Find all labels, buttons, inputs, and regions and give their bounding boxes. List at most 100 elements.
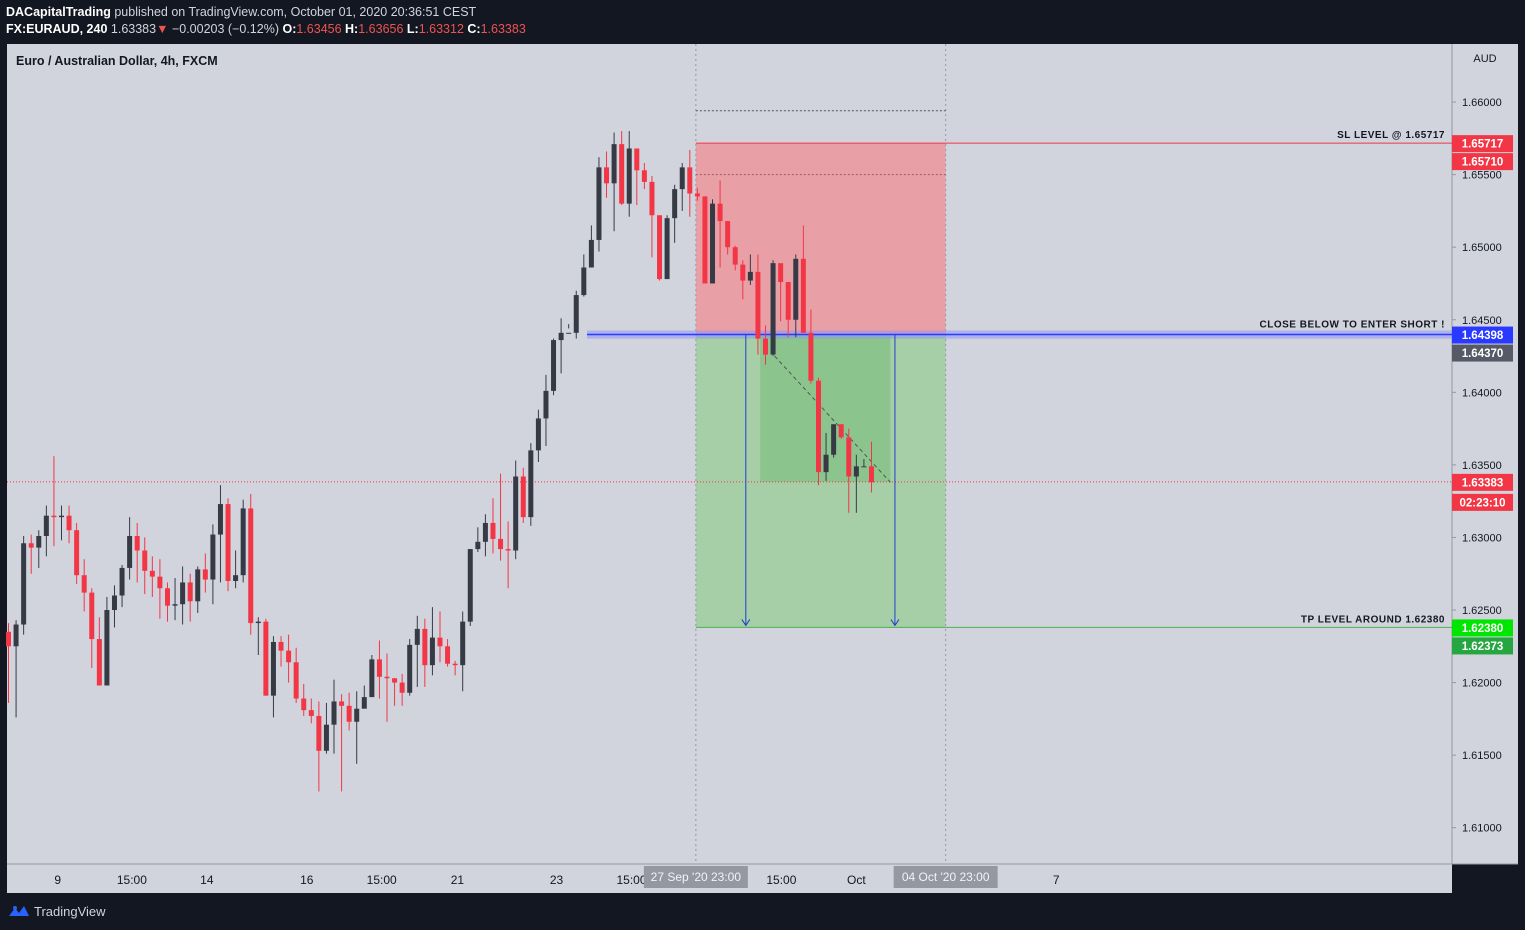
tradingview-logo-icon[interactable] [8, 904, 30, 918]
y-tick-label: 1.65000 [1462, 242, 1502, 254]
candle [513, 476, 519, 551]
candle [225, 504, 231, 581]
candle [868, 466, 874, 483]
x-tick-label: 15:00 [766, 873, 796, 887]
candle [127, 536, 133, 568]
candle [535, 418, 541, 451]
candle [823, 454, 829, 473]
tp-price-tag-bg [1452, 619, 1513, 637]
candle [445, 646, 451, 664]
candle [81, 575, 87, 593]
candle [732, 247, 738, 265]
candle [354, 708, 360, 722]
candle [157, 576, 163, 589]
candle [28, 543, 34, 548]
candle [361, 697, 367, 709]
entry-price-tag: 1.64398 [1462, 330, 1504, 342]
high-label: H: [345, 22, 359, 36]
candle [861, 466, 867, 468]
candle [414, 628, 420, 645]
candle [43, 515, 49, 536]
candle [210, 534, 216, 580]
x-tick-label: 15:00 [367, 873, 397, 887]
y-tick-label: 1.64000 [1462, 387, 1502, 399]
sl-price-tag-bg [1452, 135, 1513, 153]
entry-price-tag-2: 1.64370 [1462, 348, 1504, 360]
target-arrow-head [741, 619, 751, 627]
publisher-name[interactable]: DACapitalTrading [6, 5, 111, 19]
candle [74, 530, 80, 576]
candle [323, 724, 329, 751]
candle [846, 437, 852, 477]
candle [664, 218, 670, 280]
candle [573, 295, 579, 333]
entry-price-tag-2-bg [1452, 344, 1513, 362]
sl-price-tag: 1.65717 [1462, 139, 1504, 151]
candle [180, 582, 186, 605]
x-tick-label: 9 [54, 873, 61, 887]
x-tick-label: 23 [550, 873, 564, 887]
candle [187, 582, 193, 602]
stop-loss-zone [695, 143, 946, 335]
candle [119, 567, 125, 596]
candle [831, 424, 837, 455]
candle [270, 641, 276, 696]
candle [626, 148, 632, 204]
candle [581, 267, 587, 296]
y-tick-label: 1.66000 [1462, 97, 1502, 109]
x-tick-label: 21 [451, 873, 465, 887]
close-value: 1.63383 [480, 22, 526, 36]
candle [520, 476, 526, 518]
candle [475, 541, 481, 550]
y-tick-label: 1.62000 [1462, 678, 1502, 690]
candle [142, 550, 148, 571]
footer-brand[interactable]: TradingView [34, 904, 106, 919]
countdown-tag: 02:23:10 [1459, 497, 1505, 509]
candle [51, 515, 57, 518]
candle [505, 549, 511, 551]
candle [134, 536, 140, 551]
tp-price-tag-2: 1.62373 [1462, 641, 1504, 653]
candle [740, 264, 746, 281]
candle [785, 282, 791, 320]
candle [634, 148, 640, 171]
candle [384, 676, 390, 679]
x-tick-label: Oct [847, 873, 866, 887]
candle [422, 628, 428, 666]
price-axis [1452, 44, 1518, 864]
sl-label: SL LEVEL @ 1.65717 [1337, 130, 1445, 141]
x-tick-label: 15:00 [117, 873, 147, 887]
candle [793, 258, 799, 320]
candle [66, 515, 72, 531]
candle [657, 215, 663, 280]
candle [164, 588, 170, 606]
candle [558, 332, 564, 341]
candle [460, 621, 466, 666]
candle [755, 271, 761, 339]
candle [331, 701, 337, 725]
candle [286, 650, 292, 663]
candle [528, 450, 534, 518]
candle [376, 659, 382, 677]
candle [407, 644, 413, 693]
candle [694, 193, 700, 197]
candle [717, 203, 723, 222]
candle [392, 678, 398, 683]
candle [21, 543, 27, 625]
candle [339, 701, 345, 706]
price-chart[interactable]: 1.66000 1.65500 1.65000 1.64500 1.64000 1.635… [0, 44, 1525, 893]
candle [611, 144, 617, 184]
candle [437, 637, 443, 647]
candle [278, 641, 284, 651]
candle [566, 332, 572, 334]
x-highlight-bg [643, 866, 748, 888]
y-tick-label: 1.64500 [1462, 315, 1502, 327]
symbol-ohlc-line: FX:EURAUD, 240 1.63383▼ −0.00203 (−0.12%… [6, 22, 526, 36]
target-arrow-head [890, 619, 900, 627]
y-tick-label: 1.65500 [1462, 170, 1502, 182]
tp-price-tag: 1.62380 [1462, 623, 1504, 635]
candle [6, 631, 11, 647]
low-label: L: [406, 22, 419, 36]
candle [770, 263, 776, 355]
candle [596, 167, 602, 240]
